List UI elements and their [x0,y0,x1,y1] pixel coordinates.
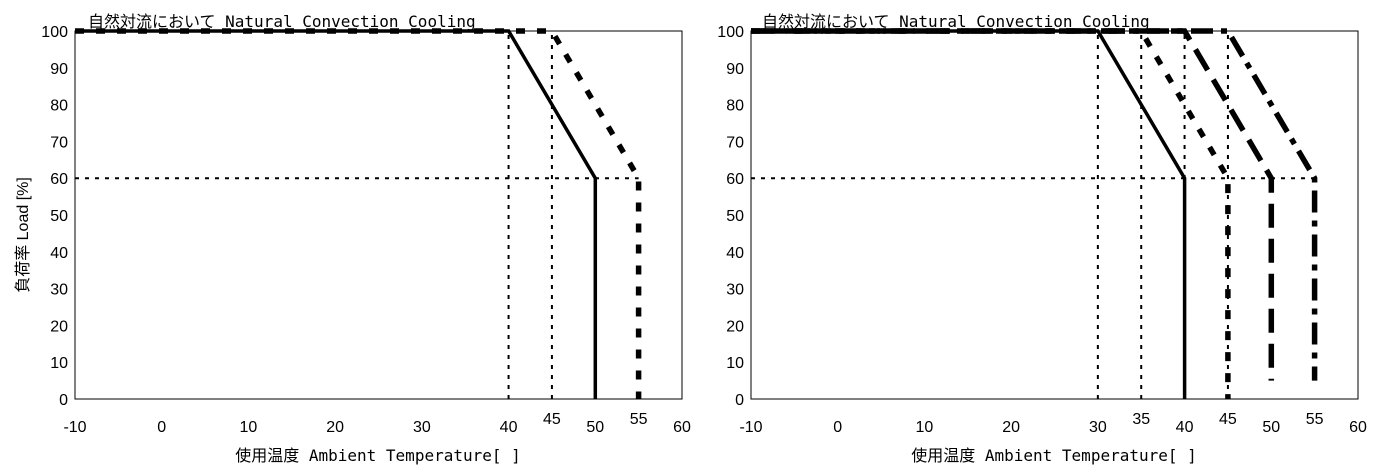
chart-left-y-tick-label: 40 [50,245,68,262]
chart-left-ylabel: 負荷率 Load [%] [14,177,32,293]
chart-left-series-line-dotted-dash [75,28,642,399]
chart-right-series-line-dash-dot [751,28,1318,381]
chart-right-extra-x-label: 35 [1132,411,1150,428]
chart-left-extra-x-label: 45 [543,411,561,428]
chart-left-y-tick-label: 30 [50,282,68,299]
chart-right-y-tick-label: 100 [717,24,744,41]
chart-right-x-tick-label: 30 [1089,419,1107,436]
chart-right-x-tick-label: -10 [739,419,762,436]
chart-right-y-tick-label: 50 [726,208,744,225]
chart-left-y-tick-label: 50 [50,208,68,225]
chart-left-y-tick-label: 70 [50,134,68,151]
chart-left-x-tick-label: 50 [586,419,604,436]
chart-right-x-tick-label: 60 [1349,419,1367,436]
chart-right-series-line-solid [751,29,1187,399]
chart-right-x-tick-label: 50 [1262,419,1280,436]
chart-left-x-tick-label: 40 [500,419,518,436]
chart-left-y-tick-label: 0 [59,392,68,409]
chart-left-y-tick-label: 20 [50,318,68,335]
chart-right-y-tick-label: 20 [726,318,744,335]
chart-right-xlabel: 使用温度 Ambient Temperature[ ] [911,446,1197,465]
chart-left-x-tick-label: 30 [413,419,431,436]
chart-left-y-tick-label: 80 [50,98,68,115]
chart-right-x-tick-label: 10 [916,419,934,436]
chart-left-x-tick-label: 10 [240,419,258,436]
chart-right-extra-x-label: 55 [1306,411,1324,428]
chart-right-content: 0 10 20 30 40 50 60 70 80 90 100 -10 0 10 20 30 40 50 60 35… [717,24,1367,436]
chart-left-extra-x-label: 55 [630,411,648,428]
chart-right-y-tick-label: 30 [726,282,744,299]
chart-right-x-tick-label: 40 [1176,419,1194,436]
chart-left-content: 0 10 20 30 40 50 60 70 80 90 100 -10 0 10 20 30 40 50 60 45… [41,24,691,436]
chart-left-x-tick-label: 0 [157,419,166,436]
chart-left-x-tick-label: 60 [673,419,691,436]
chart-right-plot-area [750,30,1359,400]
chart-right-x-tick-label: 20 [1002,419,1020,436]
chart-left-series-line-solid [75,29,598,399]
chart-right-y-tick-label: 70 [726,134,744,151]
chart-left: 自然対流において Natural Convection Cooling 負荷率 … [14,12,691,465]
chart-right-y-tick-label: 10 [726,355,744,372]
chart-right-y-tick-label: 40 [726,245,744,262]
chart-right-y-tick-label: 60 [726,171,744,188]
chart-right-title: 自然対流において Natural Convection Cooling [762,12,1150,31]
chart-left-xlabel: 使用温度 Ambient Temperature[ ] [235,446,521,465]
chart-right-series-line-long-dash [751,28,1275,381]
chart-left-title: 自然対流において Natural Convection Cooling [88,12,476,31]
chart-left-y-tick-label: 60 [50,171,68,188]
chart-right-y-tick-label: 0 [735,392,744,409]
chart-right-x-tick-label: 0 [833,419,842,436]
chart-left-y-tick-label: 90 [50,61,68,78]
chart-left-x-tick-label: 20 [326,419,344,436]
chart-left-x-tick-label: -10 [63,419,86,436]
chart-right-y-tick-label: 80 [726,98,744,115]
chart-right-y-tick-label: 90 [726,61,744,78]
chart-right-series-line-dotted-dash [751,28,1231,399]
chart-right: 自然対流において Natural Convection Cooling 0 10 2… [717,12,1367,465]
chart-left-plot-area [74,30,683,400]
chart-left-y-tick-label: 100 [41,24,68,41]
chart-left-y-tick-label: 10 [50,355,68,372]
chart-right-extra-x-label: 45 [1219,411,1237,428]
